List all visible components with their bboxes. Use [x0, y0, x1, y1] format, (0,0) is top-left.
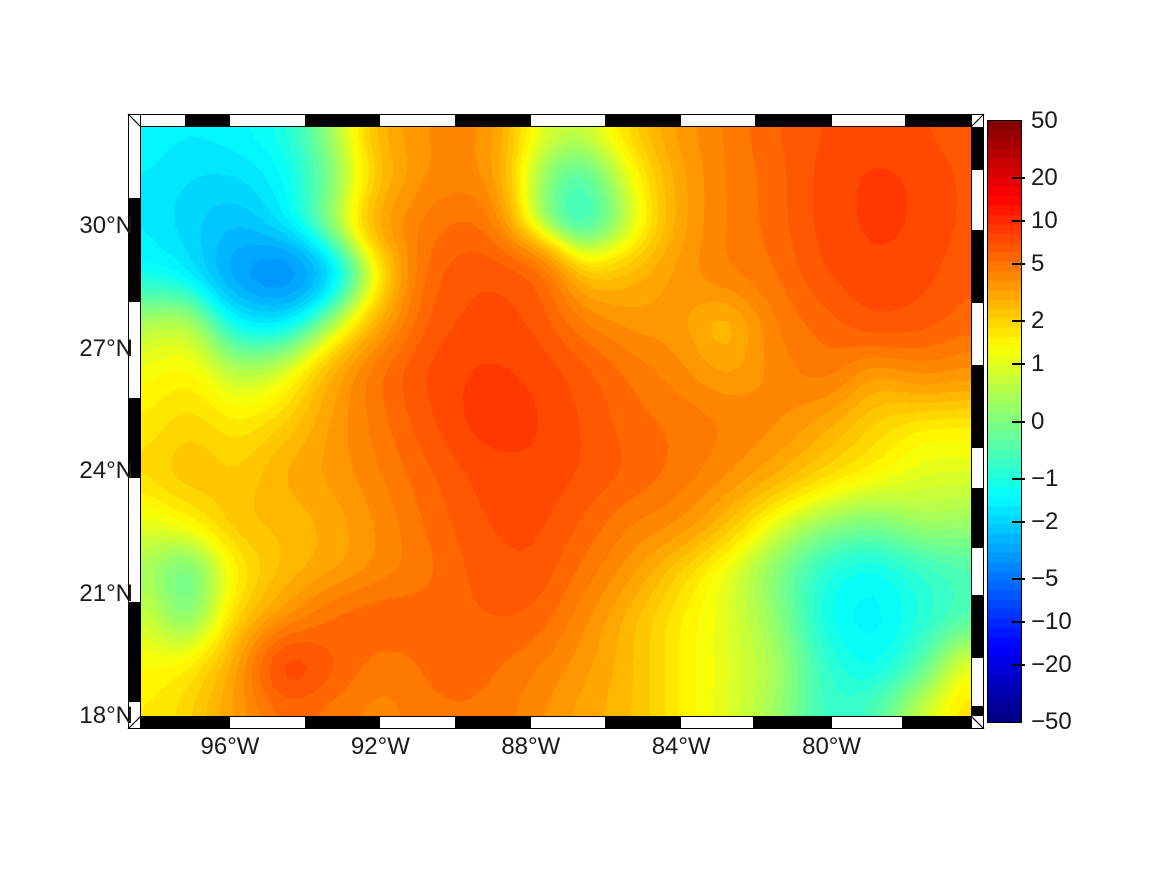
- frame-black-segment: [972, 488, 983, 548]
- colorbar-tick-label: 5: [1031, 249, 1045, 277]
- lon-tick-label: 80°W: [802, 733, 862, 760]
- colorbar-tick-label: −1: [1031, 465, 1059, 493]
- colorbar-tick-label: −20: [1031, 651, 1072, 679]
- lon-tick-label: 88°W: [501, 733, 561, 760]
- frame-black-segment: [605, 717, 681, 728]
- frame-black-segment: [902, 717, 971, 728]
- frame-black-segment: [129, 398, 140, 478]
- lat-tick-label: 30°N: [79, 212, 133, 240]
- colorbar-tick-mark: [1012, 621, 1025, 624]
- colorbar-tick-label: −2: [1031, 508, 1059, 536]
- frame-black-segment: [753, 717, 832, 728]
- lat-tick-label: 27°N: [79, 334, 133, 362]
- colorbar-tick-mark: [1012, 420, 1025, 423]
- colorbar-tick-mark: [1012, 578, 1025, 581]
- map-plot-area: [141, 127, 971, 716]
- colorbar-tick-mark: [1012, 319, 1025, 322]
- colorbar-tick-label: 20: [1031, 163, 1058, 191]
- lat-tick-label: 18°N: [79, 702, 133, 729]
- field-canvas: [141, 127, 971, 716]
- colorbar-tick-label: −10: [1031, 608, 1072, 636]
- frame-black-segment: [972, 706, 983, 716]
- frame-bar-bottom: [128, 716, 984, 729]
- frame-black-segment: [305, 115, 380, 126]
- colorbar-tick-mark: [1012, 664, 1025, 667]
- frame-black-segment: [972, 595, 983, 658]
- colorbar-tick-mark: [1012, 262, 1025, 265]
- colorbar-tick-label: 0: [1031, 407, 1045, 435]
- colorbar-tick-label: −50: [1031, 707, 1072, 735]
- frame-black-segment: [972, 230, 983, 303]
- frame-black-segment: [129, 602, 140, 702]
- frame-black-segment: [129, 198, 140, 302]
- lon-tick-label: 92°W: [350, 733, 410, 760]
- frame-bar-top: [128, 114, 984, 127]
- frame-black-segment: [455, 717, 531, 728]
- frame-black-segment: [972, 127, 983, 170]
- colorbar-tick-mark: [1012, 521, 1025, 524]
- frame-black-segment: [755, 115, 832, 126]
- colorbar-tick-mark: [1012, 478, 1025, 481]
- frame-black-segment: [305, 717, 380, 728]
- lat-tick-label: 21°N: [79, 579, 133, 607]
- colorbar-tick-mark: [1012, 219, 1025, 222]
- colorbar-tick-label: 10: [1031, 206, 1058, 234]
- frame-bar-right: [971, 114, 984, 729]
- frame-black-segment: [455, 115, 531, 126]
- frame-black-segment: [905, 115, 971, 126]
- colorbar-tick-label: 50: [1031, 107, 1058, 135]
- colorbar-tick-label: 1: [1031, 349, 1045, 377]
- lat-tick-label: 24°N: [79, 457, 133, 485]
- colorbar-tick-label: −5: [1031, 565, 1059, 593]
- colorbar-tick-mark: [1012, 176, 1025, 179]
- frame-black-segment: [141, 717, 230, 728]
- frame-black-segment: [605, 115, 681, 126]
- lon-tick-label: 84°W: [651, 733, 711, 760]
- colorbar-tick-mark: [1012, 362, 1025, 365]
- colorbar-tick-label: 2: [1031, 306, 1045, 334]
- frame-black-segment: [972, 365, 983, 448]
- lon-tick-label: 96°W: [200, 733, 260, 760]
- frame-bar-left: [128, 114, 141, 729]
- frame-black-segment: [185, 115, 230, 126]
